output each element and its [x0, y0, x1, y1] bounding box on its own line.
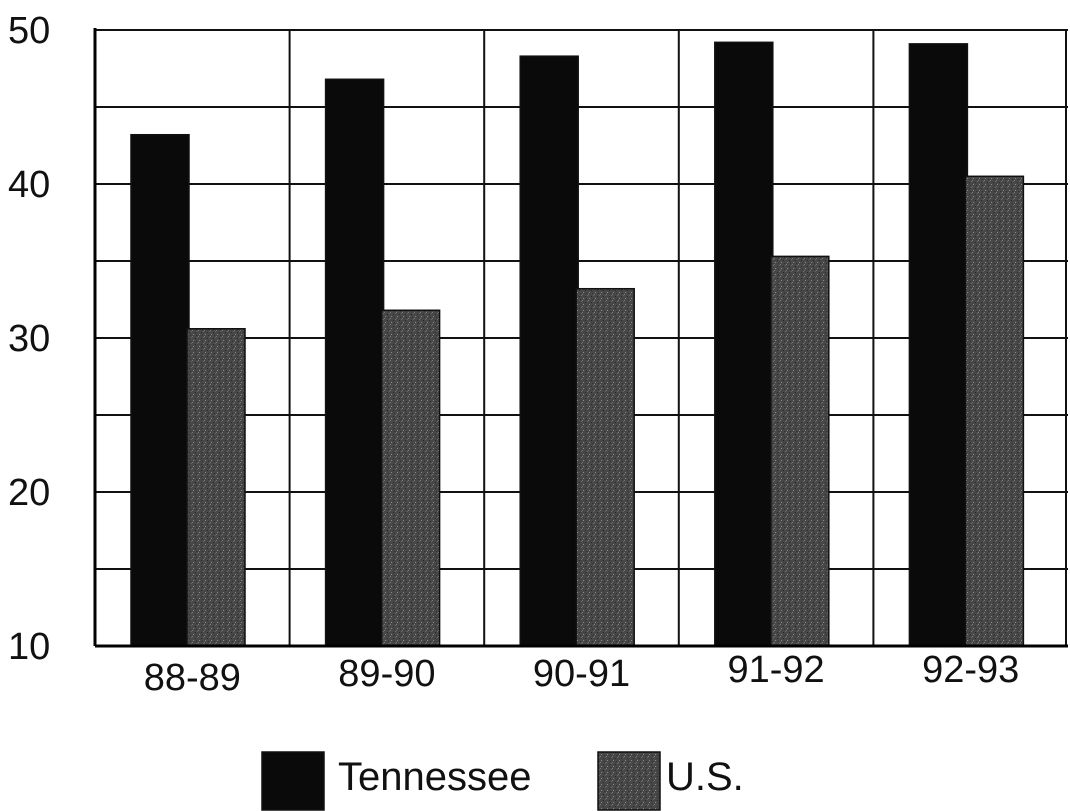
bars: [130, 41, 1025, 647]
bar-tennessee: [130, 133, 190, 647]
y-tick-label: 20: [8, 472, 50, 514]
bar-tennessee: [714, 41, 774, 647]
y-tick-label: 10: [8, 626, 50, 668]
x-tick-labels: 88-89 89-90 90-91 91-92 92-93: [144, 649, 1020, 699]
y-tick-label: 50: [8, 10, 50, 52]
x-tick-label: 88-89: [144, 657, 241, 699]
bar-us: [964, 175, 1025, 647]
legend-swatch-us: [597, 751, 661, 811]
legend-swatch-tennessee: [261, 751, 325, 811]
legend: Tennessee U.S.: [261, 751, 744, 811]
bar-us: [770, 255, 830, 647]
bar-tennessee: [324, 78, 385, 647]
x-tick-label: 92-93: [922, 649, 1019, 691]
x-tick-label: 91-92: [727, 649, 824, 691]
bar-us: [380, 309, 441, 647]
y-tick-labels: 10 20 30 40 50: [8, 10, 50, 668]
axes: [93, 28, 1068, 648]
bar-tennessee: [908, 43, 969, 647]
x-tick-label: 90-91: [533, 653, 630, 695]
bar-us: [186, 328, 246, 647]
bar-tennessee: [519, 55, 579, 647]
bar-us: [575, 287, 635, 647]
legend-label-us: U.S.: [666, 755, 744, 799]
y-tick-label: 30: [8, 318, 50, 360]
legend-label-tennessee: Tennessee: [338, 755, 531, 799]
y-tick-label: 40: [8, 164, 50, 206]
x-tick-label: 89-90: [338, 653, 435, 695]
